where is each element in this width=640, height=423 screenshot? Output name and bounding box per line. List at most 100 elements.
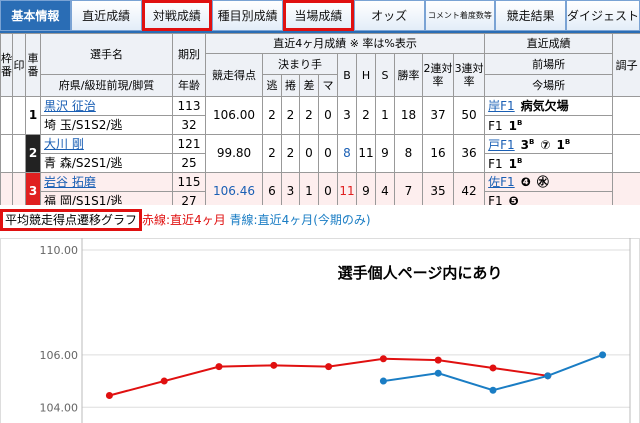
tab-bar: 基本情報 直近成績 対戦成績 種目別成績 当場成績 オッズ コメント着度数等 競走結果 ダイジェ… <box>0 0 640 33</box>
kimarite: 2 <box>281 134 300 173</box>
venue-link[interactable]: 佐F1 <box>488 174 515 189</box>
bhs: 11 <box>356 134 376 173</box>
point <box>160 377 168 385</box>
mark <box>12 134 26 173</box>
point <box>434 369 442 377</box>
cond <box>612 134 640 173</box>
venue: F1 <box>488 193 503 205</box>
header: 競走得点 <box>205 53 263 97</box>
chart: 選手個人ページ内にあり 104.00 106.00 110.00 <box>0 238 640 423</box>
result: 1B <box>557 138 571 152</box>
name-cell: 黒沢 征治 <box>40 96 173 116</box>
bhs: 4 <box>375 172 395 205</box>
result: 3B <box>521 138 535 152</box>
tab[interactable]: 当場成績 <box>283 0 354 31</box>
result-rank: 1 <box>508 119 518 133</box>
venue: F1 <box>488 157 503 171</box>
header: 差 <box>299 74 319 97</box>
result: ㊌ <box>537 175 549 189</box>
result: ❹ <box>521 175 531 189</box>
player-name[interactable]: 岩谷 拓磨 <box>44 174 96 189</box>
row: 2 大川 剛 121 99.80 2 2 0 0 8 11 9 8 16 36 戸F1 3B ⑦ 1B <box>0 134 640 173</box>
rate: 50 <box>452 96 486 135</box>
header: 年齢 <box>172 74 206 97</box>
result: ❺ <box>508 193 519 205</box>
score: 106.46 <box>205 172 263 205</box>
name-cell: 大川 剛 <box>40 134 173 154</box>
result-rank: 1 <box>556 138 565 152</box>
tab[interactable]: 基本情報 <box>0 0 71 31</box>
header: 逃 <box>262 74 282 97</box>
car: 3 <box>25 172 41 205</box>
cond <box>612 96 640 135</box>
rate: 37 <box>422 96 454 135</box>
header: 直近成績 <box>484 33 614 54</box>
mark <box>12 96 26 135</box>
waku <box>0 134 13 173</box>
region: 福 岡/S1S1/逃 <box>40 191 173 205</box>
prev: 佐F1 ❹ ㊌ <box>484 172 614 192</box>
car: 2 <box>25 134 41 173</box>
point <box>215 363 223 371</box>
header: マ <box>318 74 338 97</box>
header: 2連対率 <box>422 53 454 97</box>
age: 25 <box>172 153 206 173</box>
result: ⑦ <box>540 138 550 152</box>
table: 枠番印車番 選手名 期別 直近4ヶ月成績 ※ 率は%表示 直近成績 調子 競走得点 決まり手… <box>0 33 640 205</box>
tab[interactable]: 競走結果 <box>495 0 566 31</box>
y-tick-label: 110.00 <box>40 244 79 257</box>
row: 青 森/S2S1/逃 25 F1 1B <box>1 153 640 173</box>
now: F1 1B <box>484 153 614 173</box>
tab[interactable]: コメント着度数等 <box>424 0 496 31</box>
point <box>325 363 333 371</box>
tab[interactable]: 種目別成績 <box>212 0 283 31</box>
header: 調子 <box>612 33 640 97</box>
point <box>105 391 113 399</box>
player-name[interactable]: 大川 剛 <box>44 136 84 151</box>
rate: 42 <box>452 172 486 205</box>
kimarite: 0 <box>299 134 319 173</box>
tab[interactable]: オッズ <box>353 0 425 31</box>
annotation: 選手個人ページ内にあり <box>338 264 503 282</box>
cond <box>612 172 640 205</box>
point <box>489 364 497 372</box>
point <box>379 377 387 385</box>
age: 32 <box>172 115 206 135</box>
tab[interactable]: 直近成績 <box>70 0 142 31</box>
waku <box>0 172 13 205</box>
region: 埼 玉/S1S2/逃 <box>40 115 173 135</box>
result: 1B <box>509 119 523 133</box>
venue-link[interactable]: 戸F1 <box>488 138 515 152</box>
mark <box>12 172 26 205</box>
kimarite: 2 <box>281 96 300 135</box>
kimarite: 2 <box>299 96 319 135</box>
prev: 戸F1 3B ⑦ 1B <box>484 134 614 154</box>
rate: 35 <box>422 172 454 205</box>
kimarite: 0 <box>318 172 338 205</box>
y-tick-label: 106.00 <box>40 349 79 362</box>
entry-table: 枠番印車番 選手名 期別 直近4ヶ月成績 ※ 率は%表示 直近成績 調子 競走得点 決まり手… <box>0 33 640 205</box>
player-name[interactable]: 黒沢 征治 <box>44 98 96 113</box>
result-rank: ㊌ <box>536 174 549 189</box>
header: 決まり手 <box>262 53 338 75</box>
score: 99.80 <box>205 134 263 173</box>
tab[interactable]: 対戦成績 <box>141 0 213 31</box>
result-sup: B <box>564 138 571 146</box>
bhs: 9 <box>356 172 376 205</box>
score: 106.00 <box>205 96 263 135</box>
ki: 113 <box>172 96 206 116</box>
rate: 7 <box>394 172 423 205</box>
tab[interactable]: ダイジェスト <box>566 0 640 31</box>
car: 1 <box>25 96 41 135</box>
point <box>270 361 278 369</box>
header: H <box>356 53 376 97</box>
ki: 115 <box>172 172 206 192</box>
venue-link[interactable]: 岸F1 <box>488 98 515 113</box>
result-rank: ❺ <box>508 193 519 205</box>
point <box>599 351 607 359</box>
rate: 16 <box>422 134 454 173</box>
header: 印 <box>12 33 26 97</box>
kimarite: 0 <box>318 134 338 173</box>
kimarite: 2 <box>262 134 282 173</box>
